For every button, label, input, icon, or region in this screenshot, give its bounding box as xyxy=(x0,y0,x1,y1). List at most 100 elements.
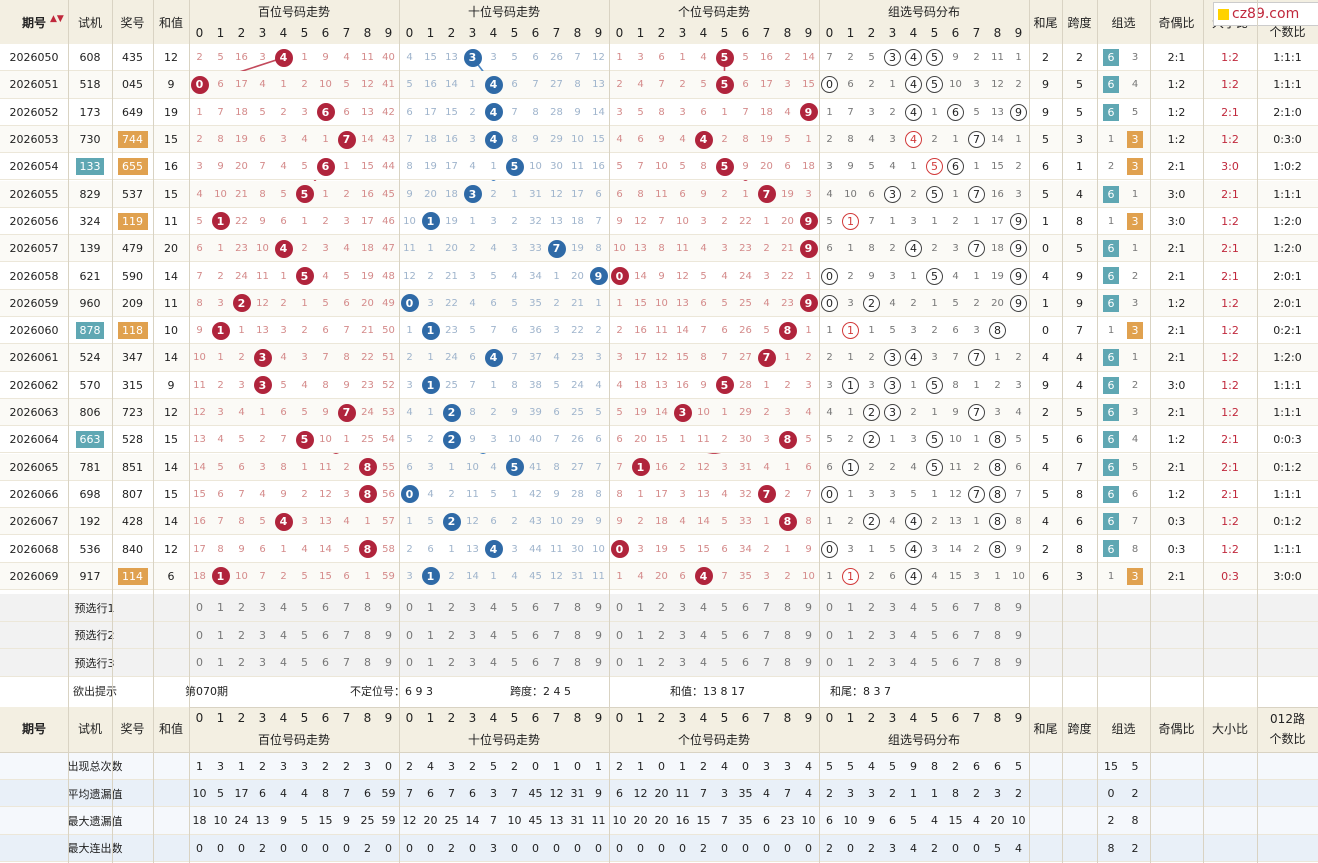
preselect-digit[interactable]: 3 xyxy=(889,601,896,615)
preselect-digit[interactable]: 9 xyxy=(1015,656,1022,670)
preselect-digit[interactable]: 7 xyxy=(973,656,980,670)
preselect-digit[interactable]: 2 xyxy=(868,656,875,670)
preselect-digit[interactable]: 3 xyxy=(679,601,686,615)
preselect-digit[interactable]: 1 xyxy=(217,601,224,615)
preselect-digit[interactable]: 2 xyxy=(658,628,665,642)
preselect-digit[interactable]: 9 xyxy=(385,601,392,615)
preselect-digit[interactable]: 4 xyxy=(490,601,497,615)
preselect-digit[interactable]: 5 xyxy=(721,656,728,670)
preselect-digit[interactable]: 4 xyxy=(490,628,497,642)
preselect-digit[interactable]: 3 xyxy=(889,628,896,642)
preselect-digit[interactable]: 4 xyxy=(490,656,497,670)
preselect-digit[interactable]: 7 xyxy=(553,601,560,615)
preselect-digit[interactable]: 2 xyxy=(868,601,875,615)
preselect-digit[interactable]: 2 xyxy=(238,656,245,670)
preselect-digit[interactable]: 6 xyxy=(952,601,959,615)
preselect-digit[interactable]: 4 xyxy=(910,656,917,670)
preselect-digit[interactable]: 6 xyxy=(532,656,539,670)
preselect-digit[interactable]: 5 xyxy=(511,601,518,615)
site-logo[interactable]: cz89.com xyxy=(1213,2,1318,26)
preselect-digit[interactable]: 8 xyxy=(784,601,791,615)
preselect-digit[interactable]: 1 xyxy=(847,628,854,642)
preselect-digit[interactable]: 8 xyxy=(364,628,371,642)
preselect-digit[interactable]: 5 xyxy=(931,656,938,670)
preselect-digit[interactable]: 1 xyxy=(847,656,854,670)
preselect-digit[interactable]: 0 xyxy=(406,628,413,642)
preselect-digit[interactable]: 0 xyxy=(826,656,833,670)
preselect-digit[interactable]: 5 xyxy=(931,601,938,615)
preselect-digit[interactable]: 2 xyxy=(658,656,665,670)
preselect-digit[interactable]: 3 xyxy=(469,628,476,642)
preselect-digit[interactable]: 1 xyxy=(637,656,644,670)
preselect-digit[interactable]: 7 xyxy=(343,656,350,670)
preselect-digit[interactable]: 2 xyxy=(658,601,665,615)
preselect-digit[interactable]: 7 xyxy=(973,601,980,615)
preselect-digit[interactable]: 1 xyxy=(637,601,644,615)
preselect-digit[interactable]: 6 xyxy=(532,601,539,615)
preselect-digit[interactable]: 1 xyxy=(217,628,224,642)
preselect-digit[interactable]: 9 xyxy=(1015,628,1022,642)
preselect-digit[interactable]: 7 xyxy=(763,601,770,615)
preselect-digit[interactable]: 1 xyxy=(427,656,434,670)
preselect-digit[interactable]: 5 xyxy=(511,628,518,642)
preselect-digit[interactable]: 3 xyxy=(469,601,476,615)
preselect-digit[interactable]: 9 xyxy=(595,628,602,642)
preselect-digit[interactable]: 3 xyxy=(259,628,266,642)
preselect-digit[interactable]: 6 xyxy=(742,601,749,615)
preselect-digit[interactable]: 9 xyxy=(805,656,812,670)
preselect-digit[interactable]: 2 xyxy=(868,628,875,642)
preselect-digit[interactable]: 6 xyxy=(532,628,539,642)
preselect-digit[interactable]: 8 xyxy=(994,656,1001,670)
preselect-digit[interactable]: 4 xyxy=(280,628,287,642)
preselect-digit[interactable]: 7 xyxy=(973,628,980,642)
preselect-digit[interactable]: 0 xyxy=(826,628,833,642)
preselect-digit[interactable]: 1 xyxy=(427,601,434,615)
preselect-digit[interactable]: 1 xyxy=(847,601,854,615)
preselect-digit[interactable]: 8 xyxy=(364,656,371,670)
preselect-digit[interactable]: 0 xyxy=(616,628,623,642)
preselect-digit[interactable]: 5 xyxy=(721,601,728,615)
preselect-digit[interactable]: 4 xyxy=(700,656,707,670)
preselect-digit[interactable]: 0 xyxy=(616,601,623,615)
preselect-digit[interactable]: 8 xyxy=(574,601,581,615)
preselect-digit[interactable]: 8 xyxy=(574,628,581,642)
preselect-digit[interactable]: 5 xyxy=(721,628,728,642)
preselect-digit[interactable]: 0 xyxy=(826,601,833,615)
preselect-digit[interactable]: 6 xyxy=(742,656,749,670)
preselect-digit[interactable]: 0 xyxy=(196,656,203,670)
preselect-digit[interactable]: 5 xyxy=(301,601,308,615)
preselect-digit[interactable]: 9 xyxy=(805,601,812,615)
preselect-digit[interactable]: 0 xyxy=(196,628,203,642)
preselect-digit[interactable]: 4 xyxy=(700,628,707,642)
preselect-digit[interactable]: 0 xyxy=(616,656,623,670)
preselect-digit[interactable]: 5 xyxy=(301,656,308,670)
preselect-digit[interactable]: 3 xyxy=(259,656,266,670)
preselect-digit[interactable]: 8 xyxy=(994,628,1001,642)
preselect-digit[interactable]: 9 xyxy=(595,656,602,670)
preselect-digit[interactable]: 9 xyxy=(385,656,392,670)
preselect-digit[interactable]: 6 xyxy=(952,656,959,670)
preselect-digit[interactable]: 7 xyxy=(763,628,770,642)
preselect-digit[interactable]: 9 xyxy=(385,628,392,642)
preselect-digit[interactable]: 7 xyxy=(553,656,560,670)
preselect-digit[interactable]: 3 xyxy=(259,601,266,615)
preselect-digit[interactable]: 4 xyxy=(910,601,917,615)
preselect-digit[interactable]: 2 xyxy=(448,601,455,615)
preselect-digit[interactable]: 4 xyxy=(700,601,707,615)
preselect-digit[interactable]: 1 xyxy=(217,656,224,670)
preselect-digit[interactable]: 7 xyxy=(553,628,560,642)
preselect-digit[interactable]: 4 xyxy=(280,601,287,615)
preselect-digit[interactable]: 8 xyxy=(574,656,581,670)
sort-icon[interactable]: ▲▼ xyxy=(50,14,64,24)
preselect-digit[interactable]: 2 xyxy=(238,628,245,642)
preselect-digit[interactable]: 1 xyxy=(637,628,644,642)
preselect-digit[interactable]: 5 xyxy=(511,656,518,670)
preselect-digit[interactable]: 8 xyxy=(784,656,791,670)
preselect-digit[interactable]: 6 xyxy=(322,628,329,642)
preselect-digit[interactable]: 8 xyxy=(994,601,1001,615)
preselect-digit[interactable]: 6 xyxy=(322,656,329,670)
preselect-digit[interactable]: 2 xyxy=(448,656,455,670)
preselect-digit[interactable]: 9 xyxy=(1015,601,1022,615)
preselect-digit[interactable]: 5 xyxy=(301,628,308,642)
preselect-digit[interactable]: 7 xyxy=(763,656,770,670)
